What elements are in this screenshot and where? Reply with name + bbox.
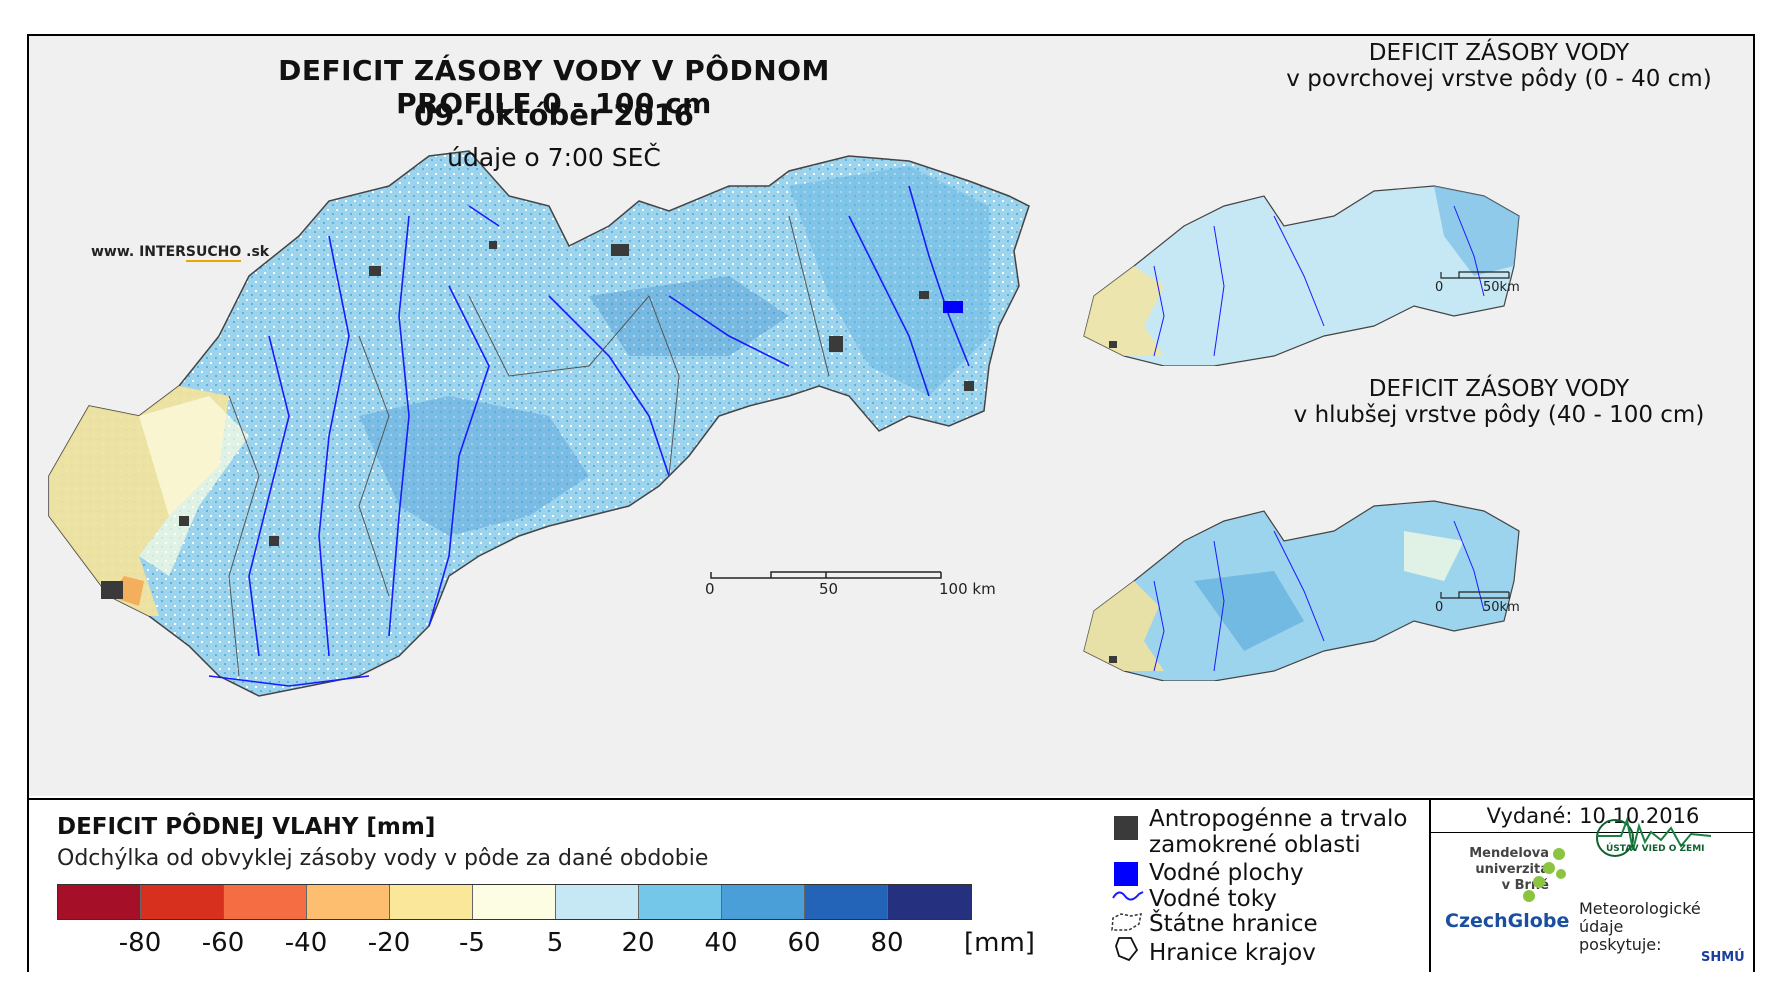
state-border-symbol — [1111, 913, 1142, 931]
scale-tick-label: -5 — [459, 928, 485, 958]
scale-tick-label: -20 — [367, 928, 411, 958]
region-border-symbol — [1115, 937, 1139, 962]
shmu-logo: SHMÚ — [1701, 950, 1745, 965]
anthro-label: Antropogénne a trvalo zamokrené oblasti — [1149, 806, 1408, 858]
scale-tick-label: -40 — [284, 928, 328, 958]
color-swatch-3 — [307, 885, 390, 919]
scale-tick-label: -80 — [118, 928, 162, 958]
inset-bottom-scale — [1440, 591, 1510, 599]
color-swatch-9 — [805, 885, 888, 919]
legend-unit: [mm] — [964, 928, 1035, 958]
region-border-label: Hranice krajov — [1149, 940, 1316, 966]
inset-top-scale — [1440, 271, 1510, 279]
map-date: 09. október 2016 — [413, 98, 694, 132]
meteo-credit: Meteorologické údaje poskytuje: — [1579, 899, 1701, 954]
legend-area: DEFICIT PÔDNEJ VLAHY [mm] Odchýlka od ob… — [29, 798, 1755, 972]
water-label: Vodné plochy — [1149, 860, 1304, 886]
rivers — [208, 185, 970, 687]
legend-subtitle: Odchýlka od obvyklej zásoby vody v pôde … — [57, 846, 709, 871]
inset-bottom-title: DEFICIT ZÁSOBY VODY v hlubšej vrstve pôd… — [1293, 376, 1705, 428]
inset-bottom-scale-end: 50km — [1483, 600, 1520, 615]
credits-box: Vydané: 10.10.2016 Mendelova univerzita … — [1429, 800, 1755, 972]
map-time: údaje o 7:00 SEČ — [447, 143, 661, 172]
anthro-areas — [101, 241, 974, 599]
eastern-wet-area — [789, 166, 989, 396]
scale-tick-label: -60 — [201, 928, 245, 958]
western-light-area — [139, 396, 249, 576]
scale-label-50: 50 — [819, 580, 839, 598]
map-area: DEFICIT ZÁSOBY VODY V PÔDNOM PROFILE 0 -… — [29, 36, 1753, 796]
website-url: www. INTERSUCHO .sk — [91, 244, 270, 262]
scale-label-100: 100 km — [939, 580, 996, 598]
water-swatch — [1114, 862, 1138, 886]
color-swatch-6 — [556, 885, 639, 919]
scale-label-0: 0 — [705, 580, 715, 598]
scale-tick-label: 80 — [870, 928, 904, 958]
river-symbol — [1112, 891, 1144, 901]
river-label: Vodné toky — [1149, 886, 1277, 912]
scale-tick-label: 40 — [704, 928, 738, 958]
color-swatch-5 — [473, 885, 556, 919]
issued-date: Vydané: 10.10.2016 — [1431, 804, 1755, 833]
ustav-logo-text: ÚSTAV VIED O ZEMI — [1606, 844, 1705, 854]
anthro-swatch — [1114, 816, 1138, 840]
color-swatch-4 — [390, 885, 473, 919]
map-title: DEFICIT ZÁSOBY VODY V PÔDNOM PROFILE 0 -… — [278, 54, 830, 120]
water-body — [943, 301, 963, 313]
state-border-label: Štátne hranice — [1149, 911, 1318, 937]
color-swatch-8 — [722, 885, 805, 919]
scale-tick-label: 60 — [787, 928, 821, 958]
map-frame: DEFICIT ZÁSOBY VODY V PÔDNOM PROFILE 0 -… — [27, 34, 1755, 972]
color-swatch-1 — [141, 885, 224, 919]
inset-top-title: DEFICIT ZÁSOBY VODY v povrchovej vrstve … — [1286, 40, 1712, 92]
central-wet-area — [359, 396, 589, 536]
scale-tick-label: 5 — [546, 928, 564, 958]
mendel-dots-icon — [1523, 848, 1566, 902]
czechglobe-logo: CzechGlobe — [1445, 910, 1570, 932]
color-scale-bar — [57, 884, 972, 920]
color-swatch-7 — [639, 885, 722, 919]
north-wet-area — [589, 276, 789, 356]
inset-bottom-map — [1083, 500, 1520, 681]
inset-top-scale-end: 50km — [1483, 280, 1520, 295]
color-swatch-2 — [224, 885, 307, 919]
main-scale-bar — [710, 571, 942, 579]
color-swatch-10 — [888, 885, 971, 919]
color-swatch-0 — [58, 885, 141, 919]
legend-title: DEFICIT PÔDNEJ VLAHY [mm] — [57, 814, 436, 840]
ustav-logo-icon — [1596, 816, 1712, 857]
scale-tick-label: 20 — [621, 928, 655, 958]
main-map — [48, 150, 1030, 697]
inset-bottom-scale-0: 0 — [1435, 600, 1444, 615]
region-borders — [228, 215, 830, 677]
inset-top-scale-0: 0 — [1435, 280, 1444, 295]
inset-top-map — [1083, 185, 1520, 366]
